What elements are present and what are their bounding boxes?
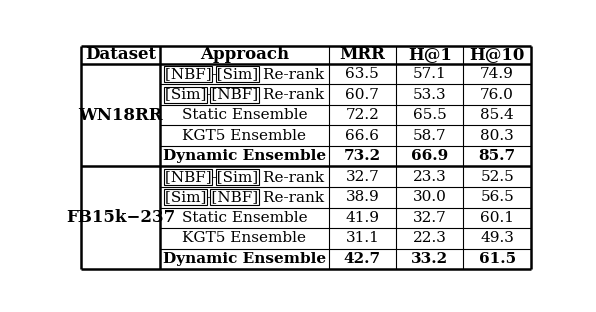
Text: 74.9: 74.9: [480, 67, 514, 81]
Bar: [164, 66, 212, 82]
Text: 60.1: 60.1: [480, 211, 514, 225]
Text: [Sim]-[NBF] Re-rank: [Sim]-[NBF] Re-rank: [158, 87, 331, 102]
Bar: [164, 86, 207, 103]
Text: 32.7: 32.7: [346, 170, 379, 184]
Text: 56.5: 56.5: [480, 190, 514, 204]
Text: 33.2: 33.2: [411, 252, 448, 266]
Text: 52.5: 52.5: [480, 170, 514, 184]
Text: 31.1: 31.1: [346, 232, 379, 246]
Text: 72.2: 72.2: [346, 108, 379, 122]
Text: Static Ensemble: Static Ensemble: [182, 211, 307, 225]
Text: [NBF]-[Sim] Re-rank: [NBF]-[Sim] Re-rank: [158, 169, 331, 184]
Text: KGT5 Ensemble: KGT5 Ensemble: [182, 129, 306, 143]
Text: 23.3: 23.3: [413, 170, 446, 184]
Bar: [210, 86, 259, 103]
Text: [Sim]-[NBF] Re-rank: [Sim]-[NBF] Re-rank: [158, 190, 331, 205]
Text: 61.5: 61.5: [479, 252, 516, 266]
Text: Dataset: Dataset: [85, 46, 156, 63]
Text: WN18RR: WN18RR: [79, 107, 163, 124]
Text: 85.4: 85.4: [480, 108, 514, 122]
Text: H@1: H@1: [408, 46, 452, 63]
Text: 38.9: 38.9: [346, 190, 379, 204]
Text: 41.9: 41.9: [345, 211, 379, 225]
Text: 42.7: 42.7: [344, 252, 381, 266]
Text: Static Ensemble: Static Ensemble: [182, 108, 307, 122]
Text: 60.7: 60.7: [346, 88, 379, 101]
Text: 65.5: 65.5: [413, 108, 446, 122]
Text: 66.9: 66.9: [411, 149, 448, 163]
Text: Dynamic Ensemble: Dynamic Ensemble: [163, 252, 326, 266]
Bar: [216, 169, 259, 185]
Text: [NBF]-[Sim] Re-rank: [NBF]-[Sim] Re-rank: [164, 67, 324, 81]
Text: 73.2: 73.2: [344, 149, 381, 163]
Text: 32.7: 32.7: [413, 211, 446, 225]
Text: 57.1: 57.1: [413, 67, 446, 81]
Text: [Sim]-[NBF] Re-rank: [Sim]-[NBF] Re-rank: [164, 190, 324, 204]
Text: 58.7: 58.7: [413, 129, 446, 143]
Bar: [164, 169, 212, 185]
Text: Approach: Approach: [200, 46, 289, 63]
Text: FB15k−237: FB15k−237: [66, 209, 175, 227]
Text: 30.0: 30.0: [413, 190, 446, 204]
Text: 80.3: 80.3: [480, 129, 514, 143]
Text: H@10: H@10: [470, 46, 525, 63]
Text: KGT5 Ensemble: KGT5 Ensemble: [182, 232, 306, 246]
Text: [Sim]-[NBF] Re-rank: [Sim]-[NBF] Re-rank: [164, 88, 324, 101]
Text: 85.7: 85.7: [479, 149, 516, 163]
Bar: [164, 189, 207, 205]
Text: 22.3: 22.3: [413, 232, 446, 246]
Text: 76.0: 76.0: [480, 88, 514, 101]
Text: 66.6: 66.6: [345, 129, 379, 143]
Text: 63.5: 63.5: [346, 67, 379, 81]
Text: [NBF]-[Sim] Re-rank: [NBF]-[Sim] Re-rank: [158, 66, 331, 81]
Bar: [216, 66, 259, 82]
Text: [NBF]-[Sim] Re-rank: [NBF]-[Sim] Re-rank: [164, 170, 324, 184]
Text: 53.3: 53.3: [413, 88, 446, 101]
Text: MRR: MRR: [339, 46, 385, 63]
Text: Dynamic Ensemble: Dynamic Ensemble: [163, 149, 326, 163]
Text: 49.3: 49.3: [480, 232, 514, 246]
Bar: [210, 189, 259, 205]
